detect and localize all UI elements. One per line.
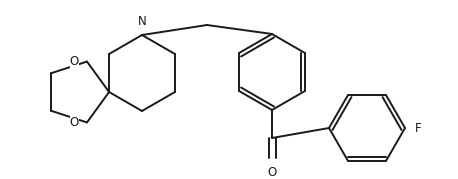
Text: O: O <box>267 166 277 179</box>
Text: N: N <box>137 15 147 28</box>
Text: F: F <box>415 122 422 134</box>
Text: O: O <box>70 116 79 129</box>
Text: O: O <box>70 55 79 68</box>
